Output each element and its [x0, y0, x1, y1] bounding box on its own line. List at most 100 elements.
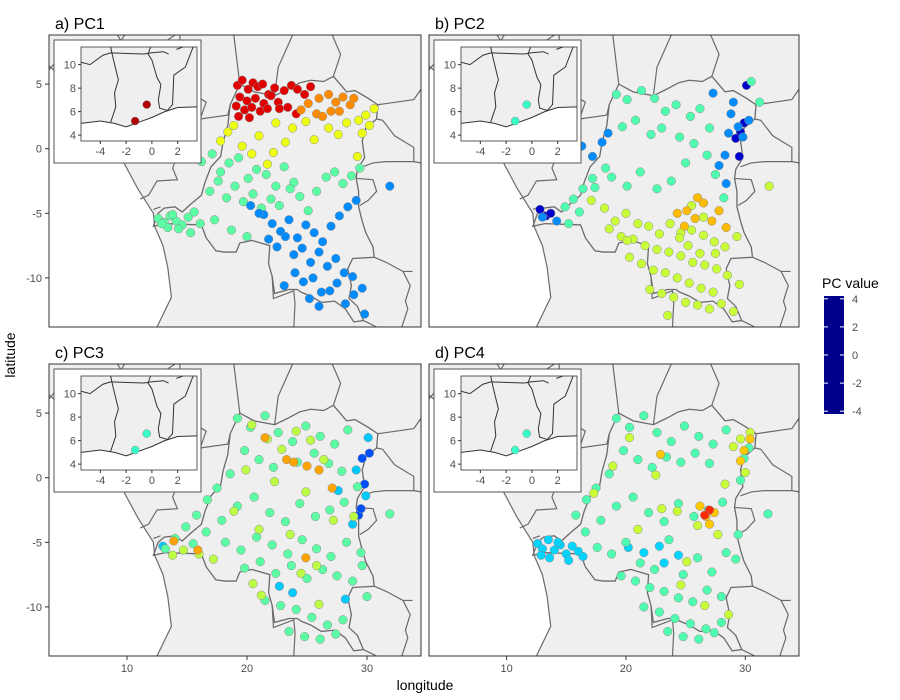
sample-point: [348, 519, 358, 529]
sample-point: [721, 548, 731, 558]
sample-point: [660, 106, 670, 116]
sample-point: [599, 203, 610, 213]
y-tick-label: -10: [26, 602, 42, 614]
sample-point: [309, 135, 319, 145]
sample-point: [296, 568, 306, 578]
sample-point: [654, 229, 664, 239]
country-border: [401, 271, 411, 327]
sample-point: [678, 632, 688, 642]
sample-point: [610, 216, 620, 226]
sample-point: [369, 104, 379, 114]
sample-point: [265, 508, 275, 518]
sample-point: [208, 554, 218, 564]
sample-point: [698, 198, 709, 208]
sample-point: [564, 219, 574, 229]
map-panel: b) PC2 -4 -2 0 2 10 8 6 4: [428, 16, 800, 328]
sample-point: [578, 184, 588, 194]
country-border: [361, 447, 415, 497]
sample-point: [660, 268, 670, 278]
country-border: [413, 490, 421, 493]
sample-point: [220, 537, 230, 547]
legend-colorbar: [824, 296, 844, 414]
sample-point: [664, 535, 674, 545]
inset-y-tick-label: 6: [70, 107, 76, 119]
sample-point: [355, 163, 365, 173]
sample-point: [722, 270, 732, 280]
sample-point: [235, 92, 245, 102]
inset-x-tick-label: -4: [475, 475, 485, 487]
sample-point: [564, 555, 574, 565]
country-border: [532, 535, 541, 539]
sample-point: [621, 537, 631, 547]
sample-point: [246, 200, 256, 211]
sample-point: [635, 167, 645, 177]
country-border: [755, 88, 799, 106]
sample-point: [168, 210, 178, 220]
country-border: [652, 364, 672, 425]
sample-point: [189, 207, 199, 217]
sample-point: [312, 561, 322, 571]
sample-point: [728, 442, 738, 452]
inset-y-tick-label: 10: [444, 60, 456, 72]
inset-sample-point: [510, 116, 520, 126]
sample-point: [324, 123, 334, 133]
sample-point: [338, 179, 348, 189]
y-tick-label: 0: [36, 473, 42, 485]
sample-point: [306, 82, 316, 92]
sample-point: [710, 248, 721, 258]
sample-point: [707, 567, 717, 577]
sample-point: [254, 131, 264, 141]
sample-point: [357, 283, 367, 293]
sample-point: [289, 457, 299, 467]
sample-point: [596, 515, 606, 525]
sample-point: [704, 304, 715, 314]
sample-point: [732, 232, 742, 242]
sample-point: [266, 194, 276, 204]
sample-point: [279, 162, 289, 172]
sample-point: [698, 230, 709, 240]
sample-point: [255, 557, 265, 567]
sample-point: [720, 479, 730, 489]
inset-plot-frame: [80, 46, 198, 142]
sample-point: [607, 172, 617, 182]
sample-point: [622, 181, 632, 191]
sample-point: [312, 186, 322, 196]
sample-point: [688, 597, 698, 607]
sample-point: [284, 215, 294, 225]
inset-border: [527, 47, 548, 111]
sample-point: [698, 212, 709, 222]
country-border: [752, 256, 791, 273]
country-border: [740, 118, 793, 168]
inset-land: [461, 47, 577, 127]
sample-point: [587, 173, 598, 183]
sample-point: [192, 510, 202, 520]
sample-point: [250, 93, 260, 103]
sample-point: [636, 259, 647, 269]
sample-point: [681, 297, 691, 308]
sample-point: [689, 138, 699, 149]
sample-point: [346, 171, 356, 181]
sample-point: [242, 96, 252, 106]
sample-point: [207, 149, 217, 159]
inset-land: [81, 376, 197, 456]
inset-x-tick-label: 2: [555, 146, 561, 158]
sample-point: [733, 122, 743, 132]
sample-point: [328, 515, 338, 525]
panel-frame: [48, 34, 422, 328]
sample-point: [719, 193, 729, 203]
sample-point: [271, 568, 281, 578]
country-border: [233, 35, 241, 85]
country-border: [612, 35, 620, 85]
sample-point: [306, 257, 316, 267]
sample-point: [295, 191, 305, 202]
sample-point: [210, 215, 220, 225]
sample-point: [256, 590, 266, 600]
inset-border: [166, 47, 194, 111]
sample-point: [710, 169, 721, 180]
sample-point: [716, 592, 726, 602]
country-border: [331, 364, 342, 406]
sample-point: [262, 159, 272, 169]
inset-x-tick-label: 0: [149, 475, 155, 487]
inset-y-tick-label: 4: [450, 130, 456, 142]
sample-point: [644, 221, 654, 231]
